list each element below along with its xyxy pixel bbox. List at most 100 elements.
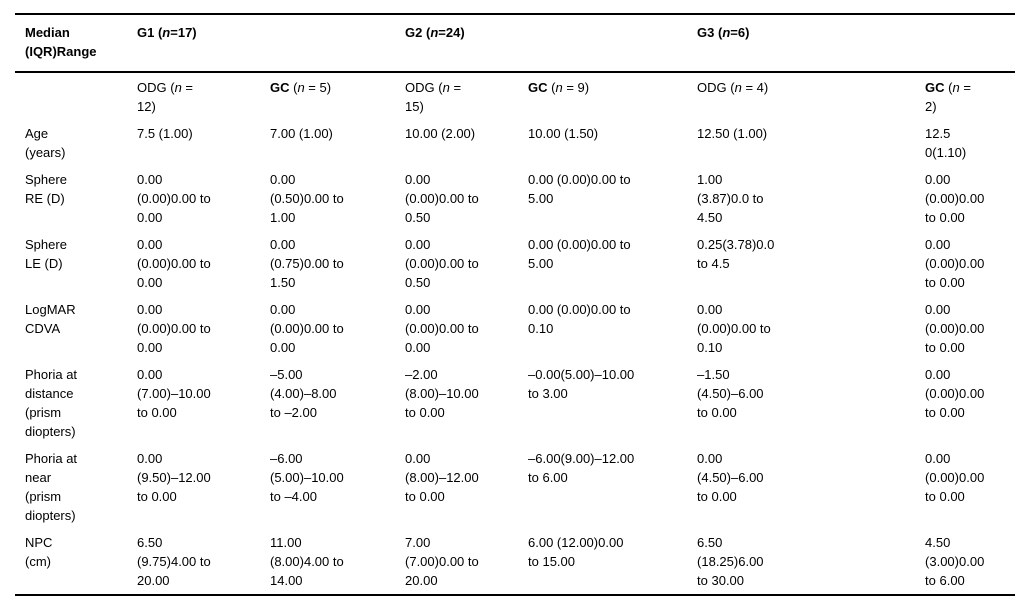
group-g1-post: =17) — [170, 25, 197, 40]
cell-age-g1-odg: 7.5 (1.00) — [137, 126, 193, 141]
cell-phoria-distance-g2-odg: –2.00 (8.00)–10.00 to 0.00 — [405, 367, 479, 420]
subgroup-pre: ( — [547, 80, 556, 95]
subgroup-name: GC — [528, 80, 548, 95]
median-iqr-range-table: Median (IQR)Range G1 (n=17) G2 (n=24) G3… — [15, 13, 1016, 596]
group-g1-pre: G1 ( — [137, 25, 163, 40]
row-label: NPC (cm) — [25, 535, 53, 569]
cell-phoria-distance-g3-odg: –1.50 (4.50)–6.00 to 0.00 — [697, 367, 764, 420]
subgroup-header-g3-gc: GC (n = 2) — [925, 72, 1015, 120]
subgroup-header-g1-gc: GC (n = 5) — [270, 72, 405, 120]
cell-sphere-le-g2-gc: 0.00 (0.00)0.00 to 5.00 — [528, 237, 631, 271]
subgroup-post: = 4) — [741, 80, 769, 95]
subgroup-name: ODG — [137, 80, 167, 95]
group-header-row: Median (IQR)Range G1 (n=17) G2 (n=24) G3… — [15, 14, 1016, 73]
subgroup-header-g2-gc: GC (n = 9) — [528, 72, 697, 120]
cell-npc-g1-odg: 6.50 (9.75)4.00 to 20.00 — [137, 535, 211, 588]
group-g3-pre: G3 ( — [697, 25, 723, 40]
row-label: Age (years) — [25, 126, 66, 160]
subgroup-pre: ( — [726, 80, 735, 95]
cell-age-g2-odg: 10.00 (2.00) — [405, 126, 476, 141]
table-row-phoria-distance: Phoria at distance (prism diopters) 0.00… — [15, 361, 1015, 445]
subgroup-header-row: ODG (n = 12) GC (n = 5) ODG (n = 15) GC … — [15, 72, 1015, 120]
subgroup-post: = 5) — [304, 80, 332, 95]
cell-sphere-re-g1-odg: 0.00 (0.00)0.00 to 0.00 — [137, 172, 211, 225]
cell-sphere-re-g2-odg: 0.00 (0.00)0.00 to 0.50 — [405, 172, 479, 225]
cell-logmar-g2-odg: 0.00 (0.00)0.00 to 0.00 — [405, 302, 479, 355]
cell-phoria-near-g2-gc: –6.00(9.00)–12.00 to 6.00 — [528, 451, 635, 485]
group-header-g2: G2 (n=24) — [405, 14, 698, 73]
group-g2-pre: G2 ( — [405, 25, 431, 40]
group-g2-post: =24) — [438, 25, 465, 40]
cell-logmar-g1-gc: 0.00 (0.00)0.00 to 0.00 — [270, 302, 344, 355]
cell-phoria-distance-g3-gc: 0.00 (0.00)0.00 to 0.00 — [925, 367, 985, 420]
cell-sphere-re-g1-gc: 0.00 (0.50)0.00 to 1.00 — [270, 172, 344, 225]
italic-n: n — [442, 80, 450, 95]
group-header-g1: G1 (n=17) — [137, 14, 406, 73]
cell-phoria-near-g2-odg: 0.00 (8.00)–12.00 to 0.00 — [405, 451, 479, 504]
document-page: Median (IQR)Range G1 (n=17) G2 (n=24) G3… — [15, 13, 1016, 596]
subgroup-name: ODG — [405, 80, 435, 95]
subgroup-post: = 2) — [925, 80, 971, 114]
row-label: Phoria at near (prism diopters) — [25, 451, 78, 523]
group-g1-italic-n: n — [162, 25, 171, 40]
cell-age-g1-gc: 7.00 (1.00) — [270, 126, 333, 141]
subgroup-header-empty — [15, 72, 137, 120]
table-row-age: Age (years) 7.5 (1.00) 7.00 (1.00) 10.00… — [15, 120, 1015, 166]
subgroup-header-g2-odg: ODG (n = 15) — [405, 72, 528, 120]
subgroup-name: ODG — [697, 80, 727, 95]
subgroup-name: GC — [270, 80, 290, 95]
subgroup-pre: ( — [289, 80, 298, 95]
cell-sphere-le-g1-gc: 0.00 (0.75)0.00 to 1.50 — [270, 237, 344, 290]
subgroup-pre: ( — [944, 80, 953, 95]
cell-age-g3-odg: 12.50 (1.00) — [697, 126, 768, 141]
cell-npc-g3-gc: 4.50 (3.00)0.00 to 6.00 — [925, 535, 985, 588]
cell-age-g3-gc: 12.5 0(1.10) — [925, 126, 967, 160]
subgroup-header-g3-odg: ODG (n = 4) — [697, 72, 925, 120]
group-g2-italic-n: n — [430, 25, 439, 40]
subgroup-pre: ( — [166, 80, 175, 95]
cell-logmar-g3-odg: 0.00 (0.00)0.00 to 0.10 — [697, 302, 771, 355]
subgroup-pre: ( — [434, 80, 443, 95]
row-label: Sphere LE (D) — [25, 237, 67, 271]
italic-n: n — [297, 80, 305, 95]
table-row-npc: NPC (cm) 6.50 (9.75)4.00 to 20.00 11.00 … — [15, 529, 1015, 595]
cell-npc-g2-odg: 7.00 (7.00)0.00 to 20.00 — [405, 535, 479, 588]
subgroup-header-g1-odg: ODG (n = 12) — [137, 72, 270, 120]
cell-npc-g2-gc: 6.00 (12.00)0.00 to 15.00 — [528, 535, 624, 569]
cell-sphere-le-g1-odg: 0.00 (0.00)0.00 to 0.00 — [137, 237, 211, 290]
corner-header-cell: Median (IQR)Range — [15, 14, 137, 73]
cell-phoria-near-g1-gc: –6.00 (5.00)–10.00 to –4.00 — [270, 451, 344, 504]
row-label: LogMAR CDVA — [25, 302, 76, 336]
cell-npc-g3-odg: 6.50 (18.25)6.00 to 30.00 — [697, 535, 764, 588]
cell-phoria-near-g1-odg: 0.00 (9.50)–12.00 to 0.00 — [137, 451, 211, 504]
subgroup-post: = 12) — [137, 80, 194, 114]
cell-phoria-distance-g1-gc: –5.00 (4.00)–8.00 to –2.00 — [270, 367, 337, 420]
cell-logmar-g1-odg: 0.00 (0.00)0.00 to 0.00 — [137, 302, 211, 355]
italic-n: n — [952, 80, 960, 95]
italic-n: n — [734, 80, 742, 95]
table-row-logmar-cdva: LogMAR CDVA 0.00 (0.00)0.00 to 0.00 0.00… — [15, 296, 1015, 361]
italic-n: n — [555, 80, 563, 95]
cell-sphere-le-g3-gc: 0.00 (0.00)0.00 to 0.00 — [925, 237, 985, 290]
subgroup-name: GC — [925, 80, 945, 95]
cell-age-g2-gc: 10.00 (1.50) — [528, 126, 599, 141]
cell-sphere-le-g2-odg: 0.00 (0.00)0.00 to 0.50 — [405, 237, 479, 290]
cell-logmar-g3-gc: 0.00 (0.00)0.00 to 0.00 — [925, 302, 985, 355]
cell-phoria-distance-g2-gc: –0.00(5.00)–10.00 to 3.00 — [528, 367, 635, 401]
cell-sphere-le-g3-odg: 0.25(3.78)0.0 to 4.5 — [697, 237, 775, 271]
cell-logmar-g2-gc: 0.00 (0.00)0.00 to 0.10 — [528, 302, 631, 336]
cell-phoria-near-g3-odg: 0.00 (4.50)–6.00 to 0.00 — [697, 451, 764, 504]
row-label: Phoria at distance (prism diopters) — [25, 367, 78, 439]
cell-npc-g1-gc: 11.00 (8.00)4.00 to 14.00 — [270, 535, 344, 588]
cell-sphere-re-g2-gc: 0.00 (0.00)0.00 to 5.00 — [528, 172, 631, 206]
cell-phoria-distance-g1-odg: 0.00 (7.00)–10.00 to 0.00 — [137, 367, 211, 420]
row-label: Sphere RE (D) — [25, 172, 67, 206]
group-g3-italic-n: n — [722, 25, 731, 40]
subgroup-post: = 15) — [405, 80, 462, 114]
table-row-phoria-near: Phoria at near (prism diopters) 0.00 (9.… — [15, 445, 1015, 529]
table-row-sphere-re: Sphere RE (D) 0.00 (0.00)0.00 to 0.00 0.… — [15, 166, 1015, 231]
group-g3-post: =6) — [730, 25, 750, 40]
subgroup-post: = 9) — [562, 80, 590, 95]
table-row-sphere-le: Sphere LE (D) 0.00 (0.00)0.00 to 0.00 0.… — [15, 231, 1015, 296]
cell-sphere-re-g3-odg: 1.00 (3.87)0.0 to 4.50 — [697, 172, 764, 225]
